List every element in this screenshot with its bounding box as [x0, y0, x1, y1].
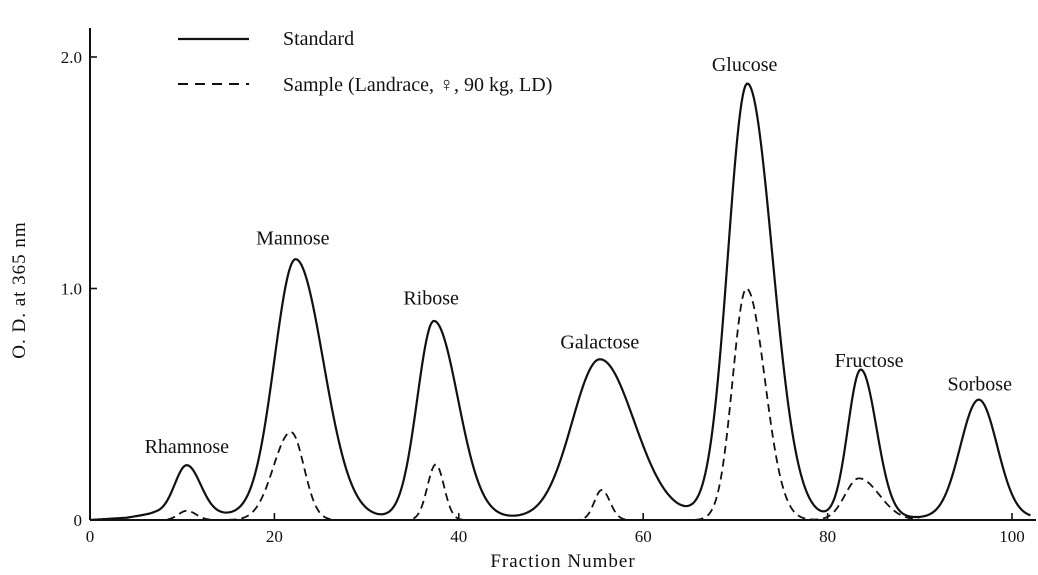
x-tick-label: 0	[86, 527, 95, 546]
legend-label-sample: Sample (Landrace, ♀, 90 kg, LD)	[283, 74, 552, 96]
series	[89, 82, 1031, 522]
axes	[89, 28, 1036, 521]
x-tick-label: 40	[450, 527, 467, 546]
y-tick-label: 2.0	[61, 48, 82, 67]
y-tick-label: 1.0	[61, 280, 82, 299]
peak-label-fructose: Fructose	[835, 350, 904, 372]
legend-label-standard: Standard	[283, 28, 354, 50]
peak-label-glucose: Glucose	[712, 54, 778, 76]
x-tick-label: 20	[266, 527, 283, 546]
peak-label-mannose: Mannose	[256, 228, 329, 250]
peak-label-ribose: Ribose	[403, 288, 459, 310]
peak-label-rhamnose: Rhamnose	[145, 436, 230, 458]
x-tick-label: 80	[819, 527, 836, 546]
legend: Standard Sample (Landrace, ♀, 90 kg, LD)	[178, 28, 552, 96]
peak-label-galactose: Galactose	[560, 332, 639, 354]
standard-series-line	[89, 82, 1031, 522]
x-tick-label: 100	[999, 527, 1025, 546]
peak-labels: Rhamnose Mannose Ribose Galactose Glucose Fru…	[145, 54, 1012, 458]
y-tick-label: 0	[74, 511, 83, 530]
x-tick-label: 60	[635, 527, 652, 546]
y-axis-label: O. D. at 365 nm	[9, 221, 30, 358]
ticks: 0 20 40 60 80 100 0 1.0 2.0	[61, 48, 1025, 546]
peak-label-sorbose: Sorbose	[948, 373, 1013, 395]
sample-series-line	[154, 287, 920, 521]
x-axis-label: Fraction Number	[490, 551, 635, 572]
